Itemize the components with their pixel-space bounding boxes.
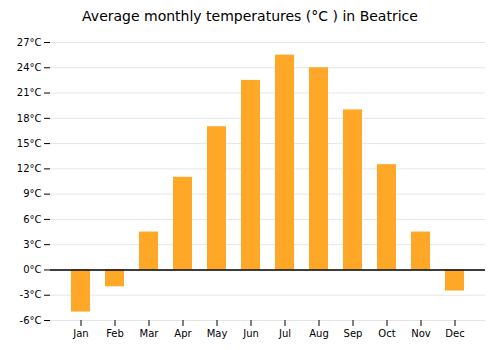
svg-text:-6°C: -6°C bbox=[20, 315, 42, 326]
svg-text:21°C: 21°C bbox=[17, 87, 42, 98]
svg-text:3°C: 3°C bbox=[23, 239, 41, 250]
svg-text:Sep: Sep bbox=[344, 328, 363, 339]
svg-text:27°C: 27°C bbox=[17, 37, 42, 48]
svg-text:12°C: 12°C bbox=[17, 163, 42, 174]
html-text:Average monthly temperatures (: Average monthly temperatures (°C ) in Be… bbox=[82, 8, 418, 24]
svg-text:Jun: Jun bbox=[242, 328, 259, 339]
svg-text:Nov: Nov bbox=[411, 328, 431, 339]
svg-text:6°C: 6°C bbox=[23, 214, 41, 225]
svg-text:9°C: 9°C bbox=[23, 188, 41, 199]
svg-text:Aug: Aug bbox=[309, 328, 329, 339]
svg-text:Jan: Jan bbox=[72, 328, 88, 339]
svg-text:May: May bbox=[207, 328, 228, 339]
svg-text:15°C: 15°C bbox=[17, 138, 42, 149]
svg-text:0°C: 0°C bbox=[23, 264, 41, 275]
svg-text:Mar: Mar bbox=[140, 328, 160, 339]
svg-text:18°C: 18°C bbox=[17, 113, 42, 124]
svg-text:Oct: Oct bbox=[378, 328, 395, 339]
svg-text:Dec: Dec bbox=[445, 328, 464, 339]
svg-text:Apr: Apr bbox=[174, 328, 192, 339]
svg-text:Feb: Feb bbox=[106, 328, 124, 339]
svg-text:Jul: Jul bbox=[278, 328, 291, 339]
svg-text:-3°C: -3°C bbox=[20, 289, 42, 300]
svg-text:24°C: 24°C bbox=[17, 62, 42, 73]
